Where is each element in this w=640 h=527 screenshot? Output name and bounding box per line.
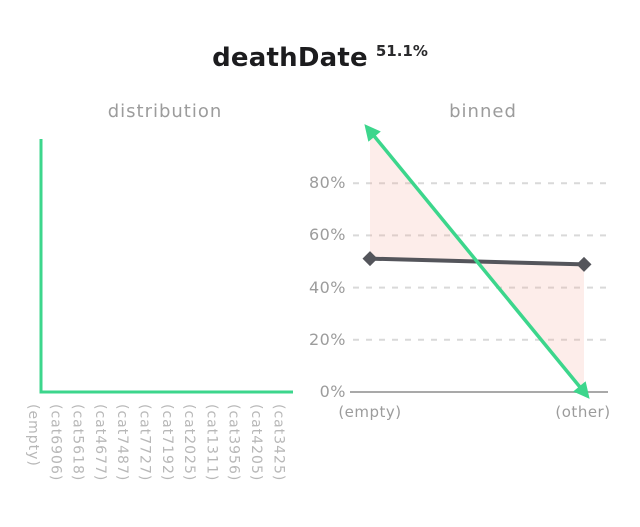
distribution-category-label: (cat6906) [47, 404, 64, 482]
distribution-category-label: (cat4205) [248, 404, 264, 482]
binned-chart-title: binned [449, 101, 517, 122]
distribution-category-label: (empty) [25, 404, 41, 467]
distribution-category-label: (cat3425) [270, 404, 287, 482]
binned-values-line[interactable] [364, 124, 590, 399]
distribution-chart-title: distribution [107, 101, 223, 122]
y-axis-tick-label: 40% [308, 277, 346, 297]
y-axis-tick-label: 60% [308, 225, 346, 245]
distribution-category-label: (cat3956) [225, 404, 242, 482]
binned-category-label: (empty) [338, 403, 402, 421]
distribution-category-label: (cat7192) [158, 404, 175, 482]
distribution-category-label: (cat2025) [181, 404, 198, 482]
distribution-category-label: (cat7487) [114, 404, 131, 482]
y-axis-tick-label: 80% [308, 173, 346, 193]
distribution-line[interactable] [39, 139, 293, 394]
binned-category-label: (other) [555, 403, 611, 421]
feature-header: deathDate 51.1% [0, 42, 640, 73]
feature-name: deathDate [212, 43, 368, 73]
y-axis-tick-label: 20% [308, 329, 346, 349]
distribution-category-label: (cat4677) [91, 404, 108, 482]
feature-missing-percentage: 51.1% [375, 42, 428, 60]
y-axis-tick-label: 0% [319, 382, 346, 401]
distribution-category-label: (cat1311) [203, 404, 220, 482]
distribution-category-label: (cat7727) [136, 404, 153, 482]
distribution-category-label: (cat5618) [69, 404, 86, 482]
